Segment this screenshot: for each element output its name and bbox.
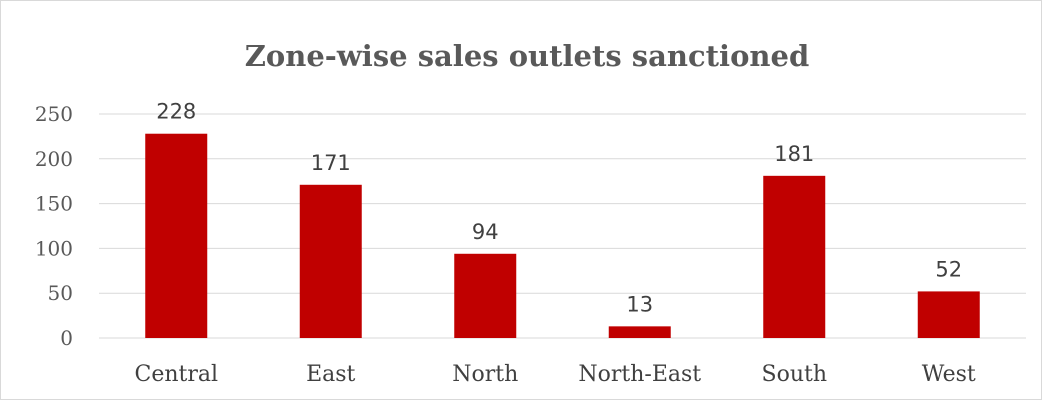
data-label: 228 — [156, 100, 196, 124]
y-tick-label: 150 — [35, 192, 73, 216]
x-category-label: North — [452, 362, 518, 387]
y-tick-label: 50 — [48, 281, 73, 305]
bars — [145, 133, 980, 338]
bar-east — [299, 184, 362, 338]
y-tick-label: 200 — [35, 147, 73, 171]
x-category-label: South — [762, 362, 828, 387]
x-category-label: North-East — [578, 362, 701, 387]
gridlines — [99, 113, 1026, 339]
y-tick-label: 100 — [35, 236, 73, 260]
x-category-label: East — [306, 362, 355, 387]
data-label: 52 — [935, 257, 962, 281]
bar-south — [763, 175, 826, 338]
data-labels: 228 171 94 13 181 52 — [156, 100, 962, 317]
data-label: 13 — [626, 292, 653, 316]
bar-central — [145, 133, 208, 338]
data-label: 94 — [472, 220, 499, 244]
bar-north-east — [608, 326, 671, 338]
y-tick-label: 0 — [60, 326, 73, 350]
x-axis-categories: Central East North North-East South West — [134, 362, 975, 387]
y-axis-ticks: 0 50 100 150 200 250 — [35, 102, 73, 350]
y-tick-label: 250 — [35, 102, 73, 126]
bar-north — [454, 253, 517, 338]
x-category-label: West — [922, 362, 976, 387]
bar-west — [917, 291, 980, 338]
data-label: 181 — [774, 142, 814, 166]
data-label: 171 — [311, 151, 351, 175]
x-category-label: Central — [134, 362, 218, 387]
chart-title: Zone-wise sales outlets sanctioned — [245, 39, 809, 73]
